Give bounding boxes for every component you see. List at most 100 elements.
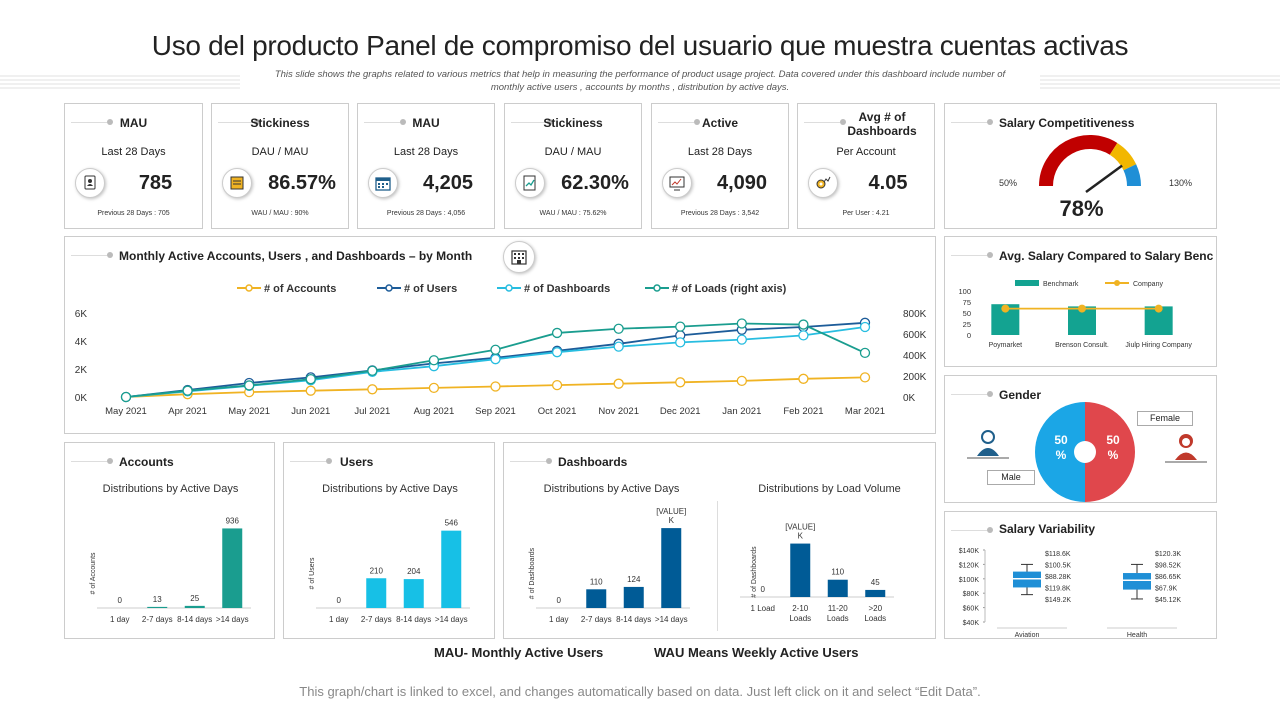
x-tick-label: Poymarket bbox=[989, 342, 1023, 349]
data-point bbox=[613, 323, 624, 334]
kpi-subtitle: DAU / MAU bbox=[251, 146, 309, 158]
kpi-card[interactable]: MAU Last 28 Days 785 Previous 28 Days : … bbox=[64, 103, 203, 229]
bar-value-label: 0 bbox=[118, 596, 123, 605]
data-point bbox=[1078, 304, 1086, 313]
kpi-subtitle: Last 28 Days bbox=[687, 146, 753, 158]
x-tick-label: 1 day bbox=[110, 615, 130, 624]
bar bbox=[661, 528, 682, 608]
legend-label: # of Users bbox=[404, 283, 457, 295]
bar bbox=[865, 589, 886, 597]
gauge-max-label: 130% bbox=[1169, 178, 1193, 188]
y-axis-label: # of Accounts bbox=[90, 552, 97, 595]
kpi-card[interactable]: Stickiness DAU / MAU 62.30% WAU / MAU : … bbox=[504, 103, 642, 229]
building-icon bbox=[503, 241, 535, 273]
mau-definition: MAU- Monthly Active Users bbox=[434, 645, 604, 660]
male-person-icon bbox=[967, 428, 1009, 469]
kpi-card[interactable]: MAU Last 28 Days 4,205 Previous 28 Days … bbox=[357, 103, 495, 229]
accounts-subtitle: Distributions by Active Days bbox=[102, 483, 239, 495]
kpi-card[interactable]: Stickiness DAU / MAU 86.57% WAU / MAU : … bbox=[211, 103, 349, 229]
users-bar-chart: # of Users 0 1 day 210 2-7 days 204 8-14 days 5… bbox=[309, 519, 470, 624]
box bbox=[1123, 573, 1151, 590]
accounts-panel[interactable]: Accounts Distributions by Active Days # … bbox=[64, 442, 275, 639]
kpi-footnote: WAU / MAU : 90% bbox=[251, 210, 309, 217]
bar bbox=[147, 606, 168, 608]
data-point bbox=[428, 355, 440, 366]
data-point bbox=[675, 377, 686, 388]
report-icon bbox=[515, 168, 545, 198]
x-tick-label: Apr 2021 bbox=[168, 406, 207, 417]
x-tick-label: Health bbox=[1127, 632, 1147, 638]
kpi-value: 4,205 bbox=[422, 172, 474, 194]
bar bbox=[222, 528, 243, 608]
kpi-value: 4,090 bbox=[716, 172, 768, 194]
legend-label: Benchmark bbox=[1043, 281, 1079, 288]
gauge-red-arc bbox=[1039, 135, 1118, 187]
kpi-title: Active bbox=[701, 116, 739, 130]
kpi-subtitle: Last 28 Days bbox=[393, 146, 459, 158]
kpi-subtitle: DAU / MAU bbox=[544, 146, 602, 158]
y-tick-label: 2K bbox=[75, 365, 88, 376]
pie-hole bbox=[1074, 441, 1096, 463]
data-point bbox=[798, 319, 809, 330]
data-point bbox=[859, 347, 871, 359]
box-stat-label: $86.65K bbox=[1155, 574, 1181, 581]
y-tick-label: $40K bbox=[963, 620, 980, 627]
bar bbox=[623, 586, 644, 608]
x-tick-label: 1 Load bbox=[751, 604, 775, 613]
salary-variability-panel[interactable]: Salary Variability $40K $60K $80K $100K $120… bbox=[944, 511, 1217, 639]
avg-salary-panel[interactable]: Avg. Salary Compared to Salary Benc Benc… bbox=[944, 236, 1217, 367]
gauge-value: 78% bbox=[1059, 196, 1104, 221]
kpi-card[interactable]: Avg # of Dashboards Per Account 4.05 Per… bbox=[797, 103, 935, 229]
bar bbox=[586, 589, 607, 608]
salary-competitiveness-panel[interactable]: Salary Competitiveness 50% 130% 78% bbox=[944, 103, 1217, 229]
bar bbox=[790, 543, 811, 597]
dashboards-load-bar-chart: # of Dashboards 01 Load[VALUE]K2-10Loads1… bbox=[740, 523, 894, 623]
page-title: Uso del producto Panel de compromiso del… bbox=[151, 30, 1129, 61]
gender-panel[interactable]: Gender 50% 50% Male Female bbox=[944, 375, 1217, 503]
box-stat-label: $149.2K bbox=[1045, 597, 1071, 604]
kpi-footnote: Per User : 4.21 bbox=[842, 210, 890, 217]
bar-value-label: [VALUE] bbox=[785, 523, 815, 532]
data-point bbox=[305, 374, 316, 385]
gauge-needle bbox=[1085, 164, 1123, 194]
gender-title: Gender bbox=[999, 388, 1042, 402]
bar-value-label: 25 bbox=[190, 594, 199, 603]
data-point bbox=[490, 381, 501, 392]
data-point bbox=[244, 380, 255, 391]
legend-label: # of Accounts bbox=[264, 283, 336, 295]
box-stat-label: $98.52K bbox=[1155, 563, 1181, 570]
kpi-footnote: Previous 28 Days : 3,542 bbox=[680, 210, 760, 217]
y-tick-label: 0K bbox=[75, 393, 88, 404]
monthly-chart-panel[interactable]: Monthly Active Accounts, Users , and Das… bbox=[64, 236, 936, 434]
data-point bbox=[305, 385, 316, 396]
dashboards-title: Dashboards bbox=[558, 455, 628, 469]
x-tick-label: May 2021 bbox=[105, 406, 147, 417]
x-tick-label: >14 days bbox=[655, 615, 688, 624]
kpi-card[interactable]: Active Last 28 Days 4,090 Previous 28 Da… bbox=[651, 103, 789, 229]
avg-salary-title: Avg. Salary Compared to Salary Benc bbox=[999, 249, 1214, 263]
x-tick-label: Loads bbox=[864, 614, 886, 623]
kpi-title: Stickiness bbox=[250, 116, 310, 130]
data-point bbox=[551, 379, 563, 391]
data-point bbox=[859, 372, 871, 383]
x-tick-label: >14 days bbox=[216, 615, 249, 624]
x-tick-label: Jan 2021 bbox=[722, 406, 761, 417]
bar-value-label: 124 bbox=[627, 575, 641, 584]
dashboards-panel[interactable]: Dashboards Distributions by Active Days … bbox=[503, 442, 936, 639]
female-label: Female bbox=[1137, 411, 1193, 426]
female-person-icon bbox=[1165, 432, 1207, 473]
data-point bbox=[675, 337, 686, 348]
legend-marker bbox=[385, 284, 393, 292]
pie-value-label: % bbox=[1056, 448, 1067, 462]
x-tick-label: 8-14 days bbox=[177, 615, 212, 624]
data-point bbox=[1154, 304, 1163, 313]
x-tick-label: 2-7 days bbox=[361, 615, 392, 624]
users-panel[interactable]: Users Distributions by Active Days # of … bbox=[283, 442, 495, 639]
pie-value-label: 50 bbox=[1054, 433, 1068, 447]
kpi-value: 4.05 bbox=[868, 172, 908, 194]
data-point bbox=[490, 344, 501, 355]
pie-slice-male bbox=[1035, 402, 1085, 502]
x-tick-label: Aug 2021 bbox=[414, 406, 455, 417]
dashboards-days-subtitle: Distributions by Active Days bbox=[543, 483, 680, 495]
x-tick-label: Nov 2021 bbox=[598, 406, 639, 417]
